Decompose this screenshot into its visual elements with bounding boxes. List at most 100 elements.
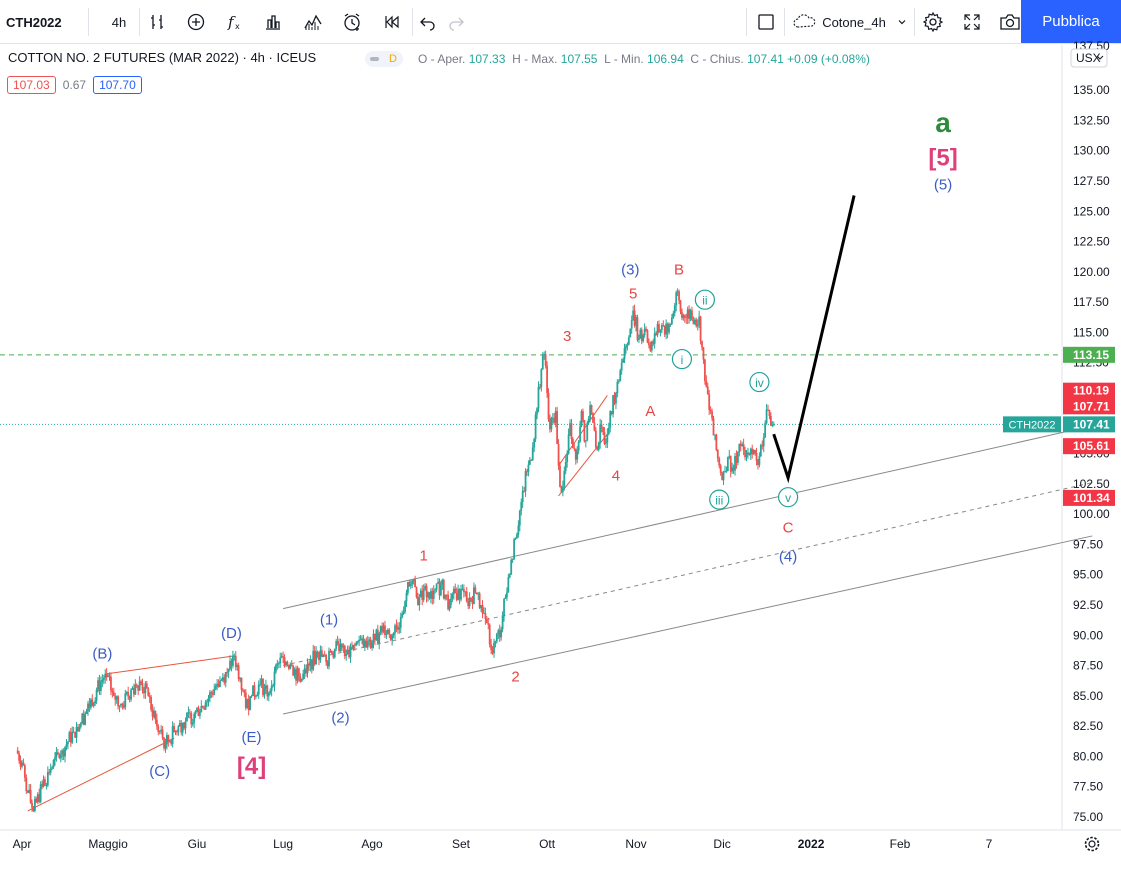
candle-body [458, 589, 461, 600]
candle-body [504, 597, 507, 599]
candle-body [429, 591, 432, 599]
candle-body [739, 443, 742, 446]
candle-body [392, 633, 395, 636]
candle-body [244, 692, 247, 708]
pattern-line [27, 737, 175, 812]
low-value: 106.94 [647, 52, 684, 66]
candle-body [471, 599, 474, 604]
ask-value[interactable]: 107.70 [93, 76, 142, 94]
candle-body [527, 464, 530, 472]
candle-body [396, 626, 399, 630]
candle-body [593, 422, 596, 431]
layout-name-button[interactable]: Cotone_4h [788, 6, 912, 38]
redo-icon[interactable] [442, 6, 470, 38]
candle-body [242, 689, 244, 691]
candle-body [313, 650, 316, 665]
candle-body [45, 785, 48, 787]
candle-body [530, 460, 533, 461]
price-tick-label: 97.50 [1073, 537, 1103, 551]
candle-body [408, 581, 411, 587]
candle-body [493, 642, 495, 654]
candle-body [626, 344, 629, 347]
price-badge-label: 107.71 [1073, 399, 1110, 413]
candle-body [254, 696, 257, 698]
candle-body [767, 409, 769, 411]
time-axis[interactable]: Apr Maggio Giu Lug Ago Set Ott Nov Dic 2022 Feb 7 [13, 836, 1100, 852]
candle-body [299, 676, 302, 682]
candle-body [224, 671, 227, 683]
candle-body [150, 697, 153, 710]
wave-label: i [681, 353, 684, 367]
candle-body [473, 587, 475, 604]
bar-style-icon[interactable] [143, 6, 173, 38]
candle-body [407, 581, 409, 593]
candle-body [462, 588, 465, 593]
candle-body [249, 696, 252, 711]
settings-gear-icon[interactable] [918, 6, 948, 38]
projection-line [772, 195, 856, 484]
symbol-search-button[interactable]: CTH2022 [6, 14, 62, 30]
toolbar-divider [139, 8, 140, 36]
candle-body [374, 633, 376, 641]
candle-body [765, 409, 768, 424]
candle-body [178, 723, 181, 727]
wave-label-circle [709, 489, 730, 510]
candle-body [594, 430, 597, 448]
camera-icon[interactable] [995, 6, 1025, 38]
candle-body [214, 686, 217, 689]
data-badge-label: D [389, 53, 397, 65]
candle-body [759, 445, 762, 457]
multi-chart-layout-icon[interactable] [752, 6, 780, 38]
candle-body [764, 423, 767, 438]
bid-value[interactable]: 107.03 [7, 76, 56, 94]
candle-body [302, 673, 305, 679]
price-series [16, 288, 775, 813]
channel-line-lower [282, 535, 1093, 715]
candle-body [361, 638, 363, 640]
candle-body [346, 649, 349, 655]
candle-body [616, 381, 619, 393]
candle-body [131, 688, 134, 690]
candle-body [295, 669, 297, 681]
wave-label: 5 [629, 286, 637, 303]
candle-body [31, 802, 33, 808]
candle-body [659, 330, 662, 333]
candle-body [122, 705, 125, 708]
publish-button[interactable]: Pubblica [1021, 0, 1121, 43]
candle-body [176, 731, 178, 733]
candle-body [65, 744, 68, 747]
wave-label: C [783, 519, 794, 536]
candle-body [69, 732, 72, 743]
compare-add-icon[interactable] [181, 6, 211, 38]
candle-body [603, 432, 606, 444]
candle-body [549, 419, 551, 430]
wave-label: ii [702, 294, 707, 308]
candle-body [617, 381, 620, 382]
trend-chart-icon[interactable] [298, 6, 328, 38]
candle-body [144, 683, 147, 694]
candle-body [745, 454, 748, 458]
templates-icon[interactable] [258, 6, 288, 38]
candle-body [372, 633, 375, 643]
candle-body [287, 665, 290, 669]
candle-body [404, 601, 406, 612]
candle-body [91, 699, 94, 707]
candle-body [87, 703, 89, 712]
replay-icon[interactable] [377, 6, 407, 38]
alert-clock-icon[interactable] [337, 6, 367, 38]
candle-body [703, 359, 706, 381]
candle-body [726, 457, 729, 471]
candle-body [510, 559, 513, 575]
interval-button[interactable]: 4h [111, 14, 127, 30]
wave-label: (2) [331, 710, 349, 727]
price-badge-label: 110.19 [1073, 384, 1109, 398]
undo-icon[interactable] [414, 6, 442, 38]
candle-body [491, 649, 494, 654]
candle-body [108, 675, 111, 677]
candle-body [64, 746, 66, 757]
fullscreen-icon[interactable] [957, 6, 987, 38]
candle-body [653, 333, 656, 344]
candle-body [517, 525, 520, 535]
